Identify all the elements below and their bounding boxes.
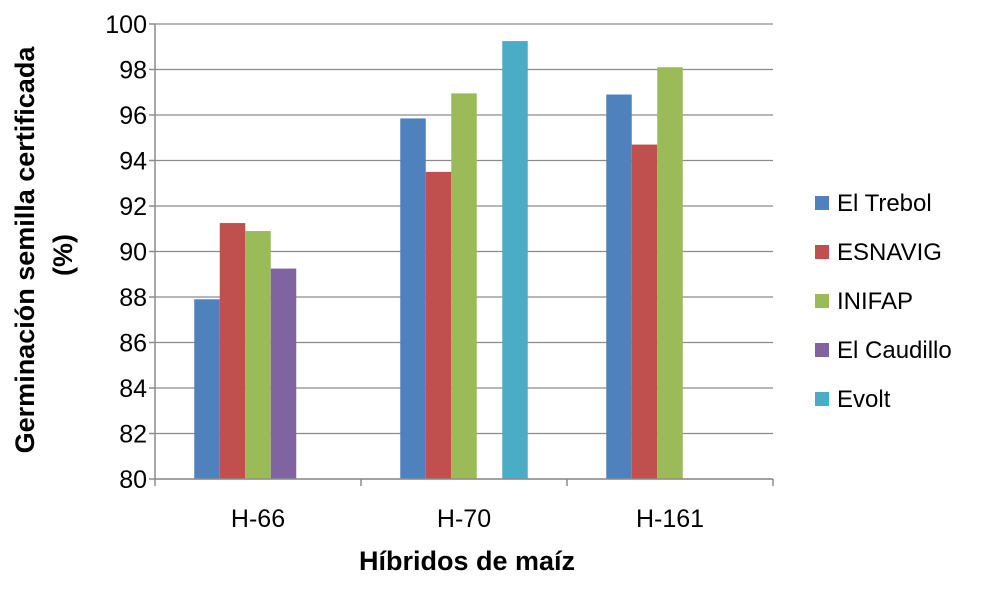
bar-el-caudillo-h-66 — [270, 268, 297, 479]
y-tick-label: 90 — [119, 239, 147, 267]
y-tick-labels: 80 82 84 86 88 90 92 94 96 98 100 — [105, 11, 147, 494]
legend-item: El Trebol — [815, 190, 932, 217]
legend-swatch — [815, 196, 829, 210]
legend-swatch — [815, 294, 829, 308]
bar-el-trebol-h-161 — [606, 94, 632, 480]
x-tick-labels: H-66 H-70 H-161 — [231, 505, 704, 533]
legend-item: El Caudillo — [815, 337, 952, 364]
legend-label: El Caudillo — [837, 337, 952, 364]
legend-label: ESNAVIG — [837, 239, 942, 266]
legend-item: ESNAVIG — [815, 239, 942, 266]
bar-evolt-h-70 — [502, 41, 528, 479]
x-tick-label: H-161 — [636, 505, 704, 533]
y-tick-label: 94 — [119, 148, 147, 176]
y-tick-label: 82 — [119, 421, 147, 449]
legend-label: El Trebol — [837, 190, 932, 217]
y-tick-label: 88 — [119, 284, 147, 312]
bar-inifap-h-161 — [657, 67, 683, 479]
legend-label: INIFAP — [837, 288, 913, 315]
y-tick-label: 84 — [119, 375, 147, 403]
legend-item: Evolt — [815, 386, 891, 413]
axes — [149, 23, 774, 486]
x-axis-title: Híbridos de maíz — [359, 546, 575, 576]
bar-esnavig-h-70 — [425, 171, 452, 479]
legend-swatch — [815, 392, 829, 406]
legend-item: INIFAP — [815, 288, 913, 315]
y-tick-label: 86 — [119, 330, 147, 358]
y-axis-title-line-2: (%) — [48, 234, 78, 276]
bar-el-trebol-h-70 — [400, 118, 426, 479]
y-tick-label: 98 — [119, 57, 147, 85]
bars — [194, 41, 683, 480]
legend-swatch — [815, 343, 829, 357]
y-tick-label: 100 — [105, 11, 147, 39]
y-axis-title-line-1: Germinación semilla certificada — [10, 46, 40, 454]
bar-esnavig-h-66 — [219, 223, 246, 479]
bar-inifap-h-66 — [245, 231, 271, 479]
x-tick-label: H-70 — [437, 505, 491, 533]
y-tick-label: 96 — [119, 102, 147, 130]
legend: El Trebol ESNAVIG INIFAP El Caudillo Evolt — [815, 190, 952, 413]
legend-label: Evolt — [837, 386, 891, 413]
y-tick-label: 80 — [119, 466, 147, 494]
y-tick-label: 92 — [119, 193, 147, 221]
bar-inifap-h-70 — [451, 93, 477, 479]
x-tick-label: H-66 — [231, 505, 285, 533]
bar-el-trebol-h-66 — [194, 299, 220, 479]
bar-esnavig-h-161 — [631, 144, 658, 479]
legend-swatch — [815, 245, 829, 259]
